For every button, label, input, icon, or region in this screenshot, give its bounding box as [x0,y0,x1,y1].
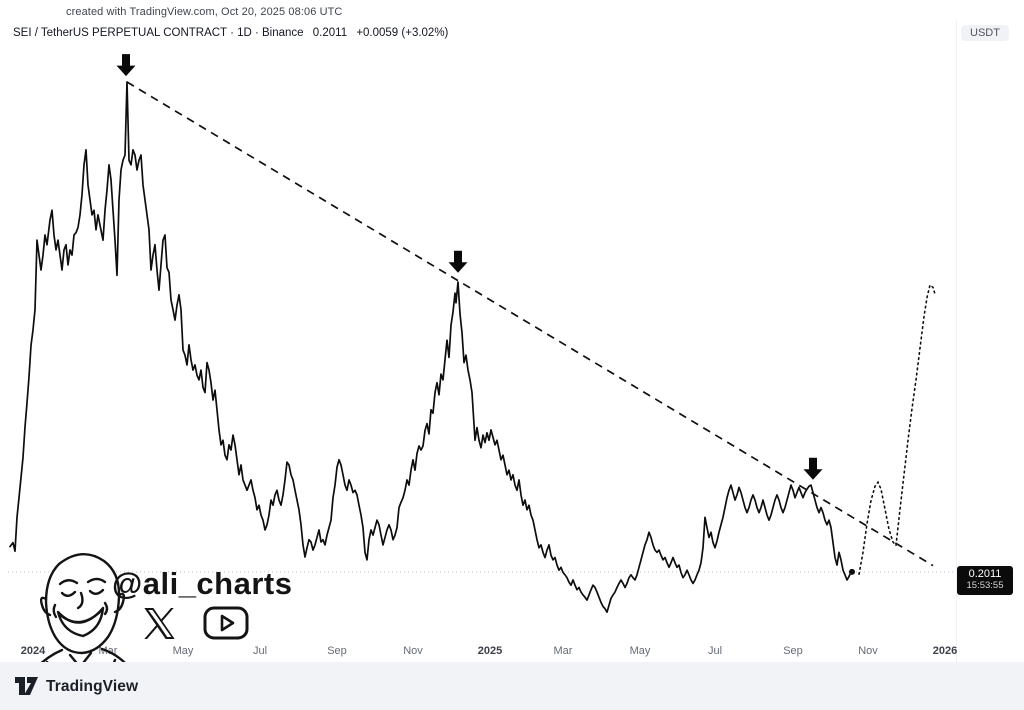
price-series-line[interactable] [9,81,852,614]
current-price-badge: 0.2011 15:53:55 [957,566,1013,595]
attribution-text: created with TradingView.com, Oct 20, 20… [66,6,343,18]
watermark-handle: @ali_charts [112,566,293,601]
time-axis-label: Sep [783,645,803,657]
badge-countdown: 15:53:55 [966,579,1004,591]
time-axis-label: May [172,645,194,657]
last-price-marker [849,568,855,575]
tradingview-logo-text: TradingView [46,677,139,695]
time-axis-label: 2026 [932,645,958,657]
last-price: 0.2011 [312,27,348,39]
symbol-title: SEI / TetherUS PERPETUAL CONTRACT · 1D ·… [13,27,304,39]
time-axis-label: Nov [403,645,423,657]
down-arrow-marker-2[interactable] [448,250,468,273]
price-change: +0.0059 (+3.02%) [356,27,449,39]
tradingview-logo-icon [15,677,38,695]
down-arrow-marker-3[interactable] [803,457,823,480]
trendline-dashed[interactable] [126,81,934,567]
tradingview-logo[interactable]: TradingView [14,676,138,697]
down-arrow-marker-1[interactable] [116,54,136,77]
badge-price: 0.2011 [968,568,1002,580]
time-axis-label: Mar [98,645,118,657]
time-axis-label: Nov [858,645,878,657]
footer-bar [0,662,1024,710]
time-axis-label: 2025 [477,645,503,657]
price-scale-separator [956,20,957,662]
time-axis-label: Sep [327,645,347,657]
x-logo-icon [144,607,175,639]
youtube-logo-icon [203,606,249,640]
time-axis-label: 2024 [20,645,46,657]
watermark-icons [144,606,249,640]
symbol-header[interactable]: SEI / TetherUS PERPETUAL CONTRACT · 1D ·… [13,27,454,39]
currency-unit-label: USDT [961,25,1009,41]
time-axis-label: Jul [252,645,268,657]
price-scale[interactable]: 1.10001.05001.00000.95000.90000.85000.80… [956,20,1024,660]
time-axis-label: Mar [553,645,573,657]
projection-path-dotted[interactable] [858,283,936,576]
time-axis-label: Jul [707,645,723,657]
time-axis-label: May [629,645,651,657]
